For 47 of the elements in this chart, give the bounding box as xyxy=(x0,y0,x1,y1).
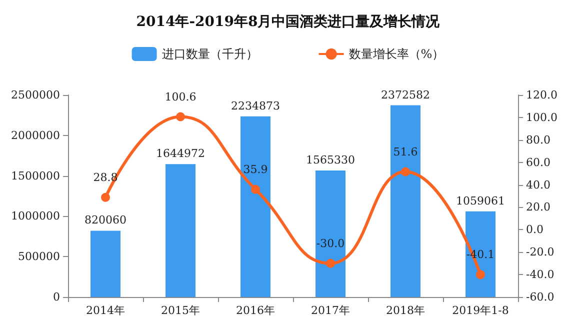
bar xyxy=(240,116,270,297)
data-label: 820060 xyxy=(84,214,126,227)
bar xyxy=(390,105,420,297)
y2-tick-label: 120.0 xyxy=(526,88,558,102)
y2-tick-label: 80.0 xyxy=(526,133,550,146)
x-tick-label: 2014年 xyxy=(86,304,125,317)
y2-tick-label: 100.0 xyxy=(526,110,558,124)
data-label: 51.6 xyxy=(393,145,418,158)
data-label: -30.0 xyxy=(316,236,345,250)
data-label: 2372582 xyxy=(381,88,430,102)
data-label: 100.6 xyxy=(164,90,196,104)
point xyxy=(476,270,485,280)
x-tick-label: 2016年 xyxy=(236,304,275,317)
y2-tick-label: 20.0 xyxy=(526,200,550,214)
y-tick-label: 0 xyxy=(53,290,60,304)
bar xyxy=(466,211,496,297)
y-tick-label: 500000 xyxy=(18,250,60,264)
y2-tick-label: -40.0 xyxy=(526,268,554,282)
y2-tick-label: 60.0 xyxy=(526,156,550,169)
data-label: 1644972 xyxy=(156,147,205,160)
x-tick-label: 2019年1-8 xyxy=(452,304,509,317)
bar xyxy=(316,170,346,297)
data-label: 1565330 xyxy=(306,154,355,167)
chart-title: 2014年-2019年8月中国酒类进口量及增长情况 xyxy=(136,14,441,30)
point xyxy=(326,258,335,268)
data-label: 35.9 xyxy=(243,162,268,176)
y-tick-label: 1000000 xyxy=(11,210,60,223)
y2-tick-label: 40.0 xyxy=(526,178,550,192)
point xyxy=(401,167,410,176)
y2-tick-label: 0.0 xyxy=(526,223,544,236)
legend-label: 进口数量（千升） xyxy=(162,47,258,61)
x-tick-label: 2017年 xyxy=(311,304,350,317)
y2-tick-label: -60.0 xyxy=(526,290,554,304)
legend-label: 数量增长率（%） xyxy=(348,47,444,61)
bar xyxy=(166,164,196,297)
point xyxy=(251,184,260,194)
bar xyxy=(90,230,120,297)
y-tick-label: 2500000 xyxy=(11,88,60,102)
x-tick-label: 2015年 xyxy=(161,304,200,317)
y-tick-label: 2000000 xyxy=(11,128,60,142)
point xyxy=(101,192,110,202)
x-tick-label: 2018年 xyxy=(386,304,425,317)
point xyxy=(176,112,185,122)
y-tick-label: 1500000 xyxy=(11,169,60,182)
y2-tick-label: -20.0 xyxy=(526,246,554,259)
data-label: 2234873 xyxy=(231,99,280,112)
data-label: 1059061 xyxy=(456,194,505,208)
